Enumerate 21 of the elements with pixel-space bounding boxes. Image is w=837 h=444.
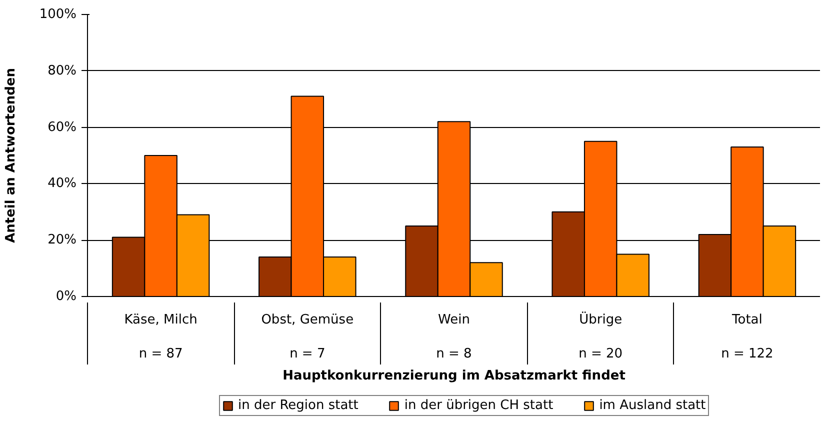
y-tick-label: 40% (48, 176, 77, 192)
x-tick-label: Übrige (579, 312, 622, 328)
y-tick-label: 80% (48, 63, 77, 78)
text: n = 8 (436, 346, 472, 362)
legend-label: im Ausland statt (599, 398, 706, 413)
x-tick-label: Total (731, 312, 762, 328)
legend-label: in der übrigen CH statt (404, 398, 554, 413)
y-tick-label: 100% (39, 7, 77, 22)
y-axis-title: Anteil an Antwortenden (3, 68, 18, 243)
y-tick-label: 60% (48, 120, 77, 135)
x-tick-label: Obst, Gemüse (261, 312, 354, 328)
x-tick-label: Käse, Milch (124, 312, 198, 328)
text: n = 122 (721, 346, 774, 362)
text: n = 20 (578, 346, 623, 362)
text: n = 87 (138, 346, 183, 362)
y-tick-label: 0% (56, 289, 76, 304)
x-tick-label: Wein (438, 312, 470, 328)
x-axis-title: Hauptkonkurrenzierung im Absatzmarkt findet (282, 368, 626, 384)
text: n = 7 (290, 346, 326, 362)
legend-label: in der Region statt (238, 398, 358, 413)
y-tick-label: 20% (48, 232, 77, 248)
